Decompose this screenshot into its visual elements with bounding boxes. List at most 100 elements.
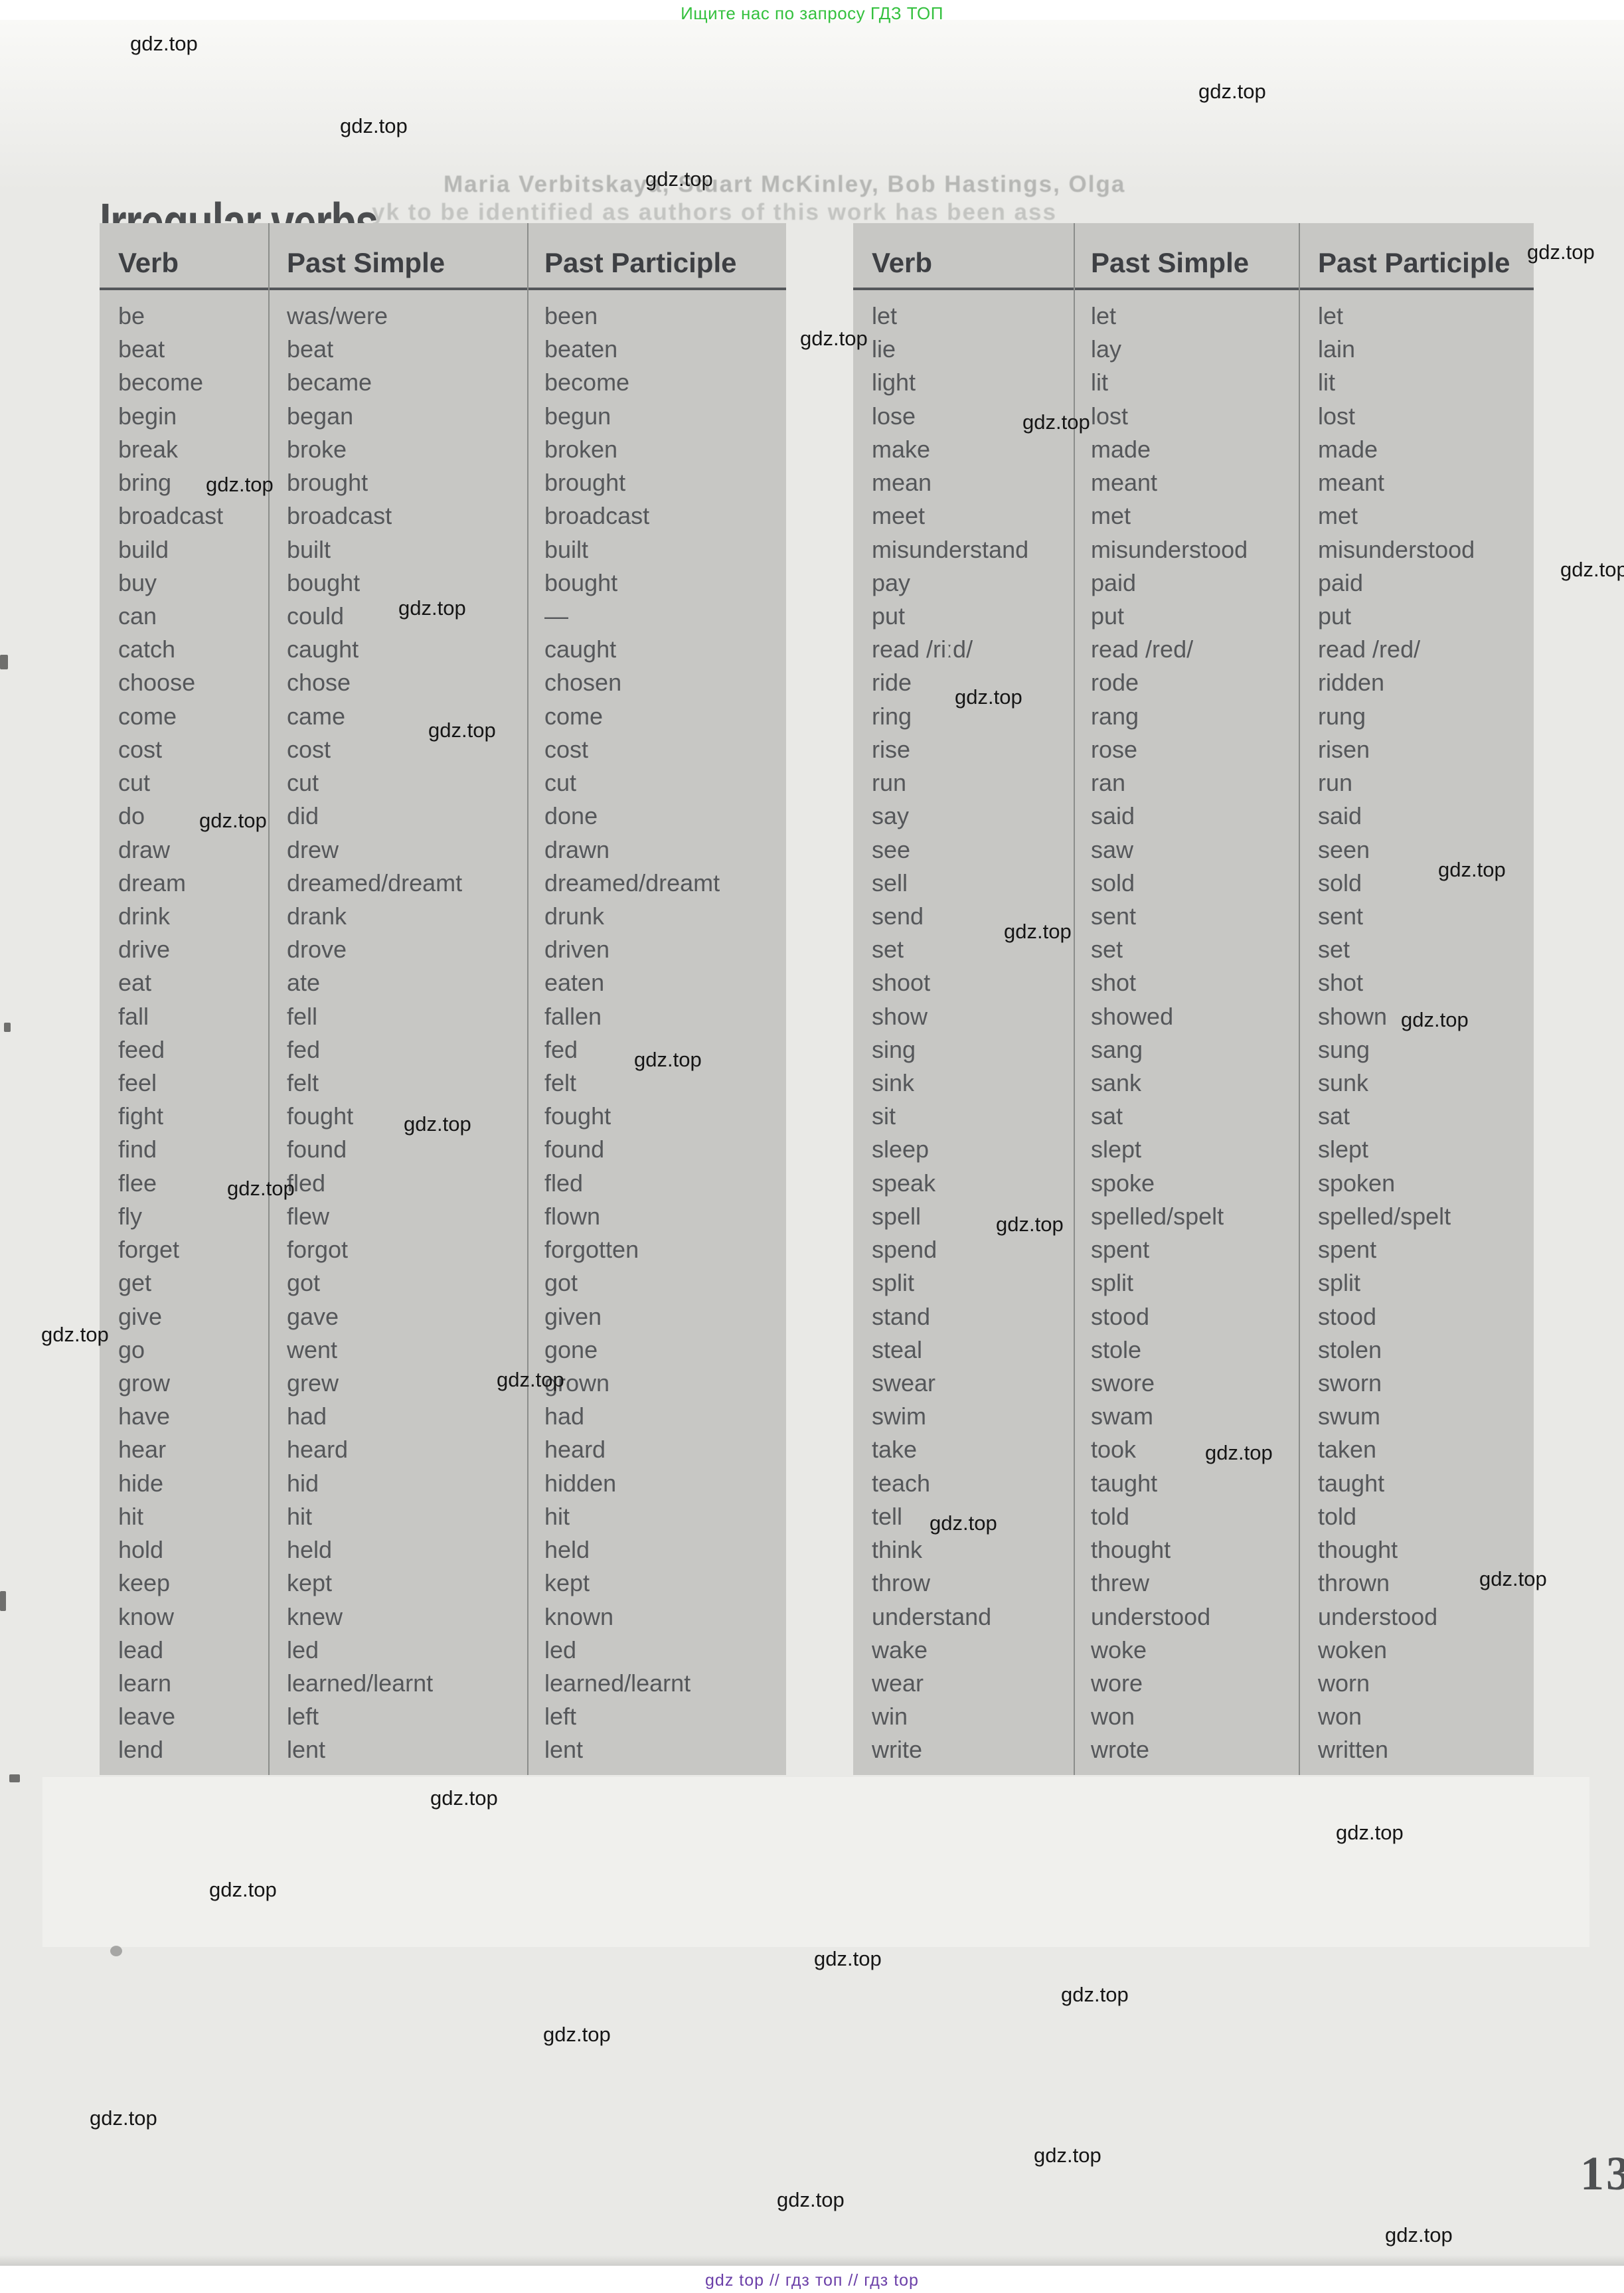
past-participle-cell: brought — [544, 469, 626, 497]
table-row: steal stole stolen — [853, 1333, 1534, 1367]
gdz-watermark: gdz.top — [90, 2106, 157, 2130]
gdz-watermark: gdz.top — [428, 719, 496, 742]
gdz-watermark: gdz.top — [1004, 920, 1072, 943]
verb-cell: swear — [872, 1369, 936, 1397]
past-participle-cell: bought — [544, 568, 618, 596]
past-simple-cell: told — [1091, 1502, 1130, 1530]
past-participle-cell: lain — [1318, 335, 1356, 363]
verb-cell: begin — [118, 402, 177, 430]
past-participle-cell: stood — [1318, 1302, 1377, 1330]
scan-artifact — [0, 1591, 6, 1611]
gdz-watermark: gdz.top — [227, 1177, 295, 1200]
past-participle-cell: held — [544, 1536, 590, 1564]
gdz-watermark: gdz.top — [1401, 1008, 1469, 1031]
table-row: wake woke woken — [853, 1634, 1534, 1667]
past-simple-cell: lost — [1091, 402, 1129, 430]
scan-wash-artifact — [42, 1777, 1589, 1947]
verb-cell: draw — [118, 835, 171, 863]
verb-cell: build — [118, 535, 169, 563]
table-row: shoot shot shot — [853, 966, 1534, 999]
past-participle-cell: seen — [1318, 835, 1370, 863]
verb-cell: cut — [118, 769, 151, 797]
table-row: split split split — [853, 1266, 1534, 1300]
table-row: hold held held — [100, 1533, 786, 1567]
verb-cell: set — [872, 936, 904, 964]
table-row: speak spoke spoken — [853, 1167, 1534, 1200]
past-simple-cell: learned/learnt — [287, 1669, 434, 1697]
verb-cell: steal — [872, 1335, 923, 1363]
top-search-banner: Ищите нас по запросу ГДЗ ТОП — [681, 3, 943, 23]
past-participle-cell: had — [544, 1402, 585, 1430]
past-simple-cell: began — [287, 402, 354, 430]
gdz-watermark: gdz.top — [634, 1048, 702, 1071]
past-participle-cell: spelled/spelt — [1318, 1202, 1451, 1230]
verb-cell: speak — [872, 1169, 936, 1197]
past-participle-cell: fed — [544, 1035, 578, 1063]
table-row: leave left left — [100, 1700, 786, 1733]
column-divider — [1074, 223, 1075, 1775]
verb-cell: lend — [118, 1736, 164, 1764]
past-participle-cell: told — [1318, 1502, 1357, 1530]
past-simple-cell: lit — [1091, 369, 1108, 396]
past-participle-cell: understood — [1318, 1602, 1438, 1630]
table-row: eat ate eaten — [100, 966, 786, 999]
top-white-band — [0, 0, 1624, 20]
past-participle-cell: sunk — [1318, 1069, 1369, 1097]
verb-cell: split — [872, 1269, 915, 1297]
verb-header: Verb — [118, 247, 179, 278]
irregular-verbs-table-right: Verb Past Simple Past Participle let let let… — [853, 223, 1534, 1775]
past-participle-cell: stolen — [1318, 1335, 1382, 1363]
past-simple-cell: set — [1091, 936, 1123, 964]
past-simple-cell: spelled/spelt — [1091, 1202, 1224, 1230]
verb-cell: grow — [118, 1369, 171, 1397]
table-row: spend spent spent — [853, 1233, 1534, 1266]
verb-cell: tell — [872, 1502, 903, 1530]
gdz-watermark: gdz.top — [645, 167, 713, 191]
verb-cell: spend — [872, 1236, 937, 1264]
verb-cell: meet — [872, 502, 926, 530]
verb-cell: keep — [118, 1569, 171, 1597]
verb-cell: hear — [118, 1436, 167, 1464]
past-participle-cell: eaten — [544, 969, 605, 997]
table-row: forget forgot forgotten — [100, 1233, 786, 1266]
table-row: meet met met — [853, 499, 1534, 533]
gdz-watermark: gdz.top — [430, 1786, 498, 1810]
table-row: sing sang sung — [853, 1033, 1534, 1066]
past-simple-cell: said — [1091, 802, 1135, 830]
verb-cell: think — [872, 1536, 923, 1564]
verb-cell: hold — [118, 1536, 164, 1564]
past-participle-cell: known — [544, 1602, 614, 1630]
past-participle-cell: met — [1318, 502, 1358, 530]
past-participle-cell: thought — [1318, 1536, 1398, 1564]
past-participle-cell: said — [1318, 802, 1362, 830]
verb-cell: learn — [118, 1669, 172, 1697]
table-row: hide hid hidden — [100, 1467, 786, 1500]
gdz-watermark: gdz.top — [199, 809, 267, 832]
past-participle-cell: been — [544, 302, 598, 329]
table-row: fly flew flown — [100, 1200, 786, 1233]
table-row: catch caught caught — [100, 633, 786, 666]
verb-cell: hide — [118, 1469, 164, 1497]
table-row: have had had — [100, 1400, 786, 1433]
table-row: choose chose chosen — [100, 666, 786, 699]
past-participle-cell: taken — [1318, 1436, 1377, 1464]
verb-cell: lie — [872, 335, 896, 363]
past-simple-cell: fell — [287, 1002, 318, 1030]
past-participle-cell: taught — [1318, 1469, 1385, 1497]
gdz-watermark: gdz.top — [1438, 858, 1506, 881]
table-row: misunderstand misunderstood misunderstood — [853, 533, 1534, 566]
past-simple-cell: heard — [287, 1436, 349, 1464]
table-row: lie lay lain — [853, 333, 1534, 366]
table-row: ride rode ridden — [853, 666, 1534, 699]
table-row: think thought thought — [853, 1533, 1534, 1567]
table-row: win won won — [853, 1700, 1534, 1733]
past-participle-cell: sat — [1318, 1102, 1350, 1130]
verb-cell: read /riːd/ — [872, 636, 973, 663]
past-participle-cell: gone — [544, 1335, 598, 1363]
verb-cell: teach — [872, 1469, 931, 1497]
past-participle-cell: driven — [544, 936, 610, 964]
past-participle-cell: got — [544, 1269, 578, 1297]
past-participle-cell: given — [544, 1302, 602, 1330]
verb-cell: can — [118, 602, 157, 630]
gdz-watermark: gdz.top — [1336, 1821, 1404, 1844]
